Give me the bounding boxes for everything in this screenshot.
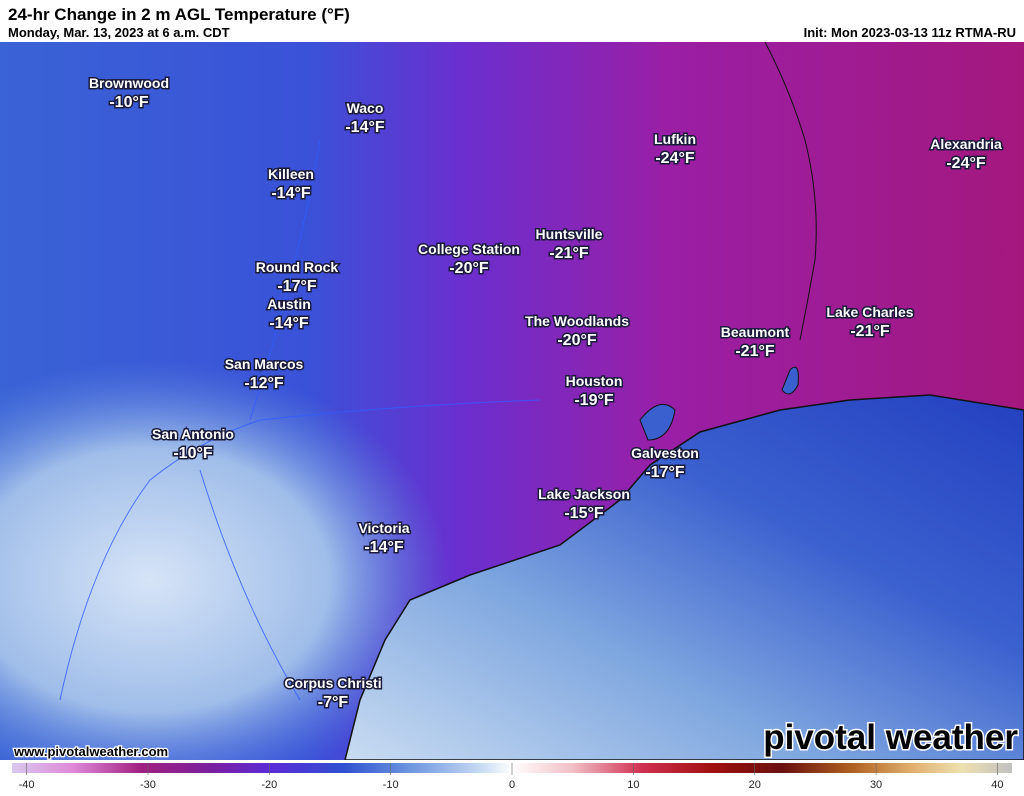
city-name: San Marcos — [225, 356, 304, 372]
city-value: -14°F — [364, 539, 404, 556]
city-value: -12°F — [244, 375, 284, 392]
colorbar-tick-label: 20 — [749, 779, 761, 791]
rivers — [59, 139, 541, 701]
city-value: -14°F — [345, 119, 385, 136]
city-value: -10°F — [173, 445, 213, 462]
city-value: -14°F — [271, 185, 311, 202]
logo: pivotal weather — [763, 718, 1018, 757]
city-value: -24°F — [655, 150, 695, 167]
header-bg — [0, 0, 1024, 42]
gulf — [344, 394, 1024, 761]
colorbar-tick-label: -20 — [261, 779, 277, 791]
colorbar-tick-label: 0 — [509, 779, 515, 791]
city-value: -14°F — [269, 315, 309, 332]
city-name: Galveston — [631, 445, 699, 461]
website: www.pivotalweather.com — [13, 744, 168, 759]
title: 24-hr Change in 2 m AGL Temperature (°F) — [8, 5, 350, 24]
city-value: -17°F — [277, 278, 317, 295]
city-name: College Station — [418, 241, 520, 257]
city-value: -17°F — [645, 464, 685, 481]
city-name: Beaumont — [721, 324, 790, 340]
city-value: -21°F — [735, 343, 775, 360]
city-value: -15°F — [564, 505, 604, 522]
colorbar-tick-label: -10 — [383, 779, 399, 791]
galveston-bay — [639, 403, 676, 441]
lake — [781, 366, 799, 395]
city-name: Huntsville — [536, 226, 603, 242]
city-name: Corpus Christi — [284, 675, 381, 691]
city-name: San Antonio — [152, 426, 234, 442]
city-name: Lufkin — [654, 131, 696, 147]
subtitle: Monday, Mar. 13, 2023 at 6 a.m. CDT — [8, 25, 230, 40]
city-name: Lake Charles — [826, 304, 913, 320]
city-value: -7°F — [318, 694, 349, 711]
city-value: -24°F — [946, 155, 986, 172]
init-time: Init: Mon 2023-03-13 11z RTMA-RU — [804, 25, 1016, 40]
city-value: -20°F — [557, 332, 597, 349]
city-name: Houston — [566, 373, 623, 389]
city-value: -20°F — [449, 260, 489, 277]
city-name: Waco — [347, 100, 384, 116]
city-value: -10°F — [109, 94, 149, 111]
colorbar-tick-label: 10 — [627, 779, 639, 791]
city-name: Killeen — [268, 166, 314, 182]
city-value: -21°F — [850, 323, 890, 340]
city-value: -21°F — [549, 245, 589, 262]
colorbar-tick-label: 40 — [991, 779, 1003, 791]
city-name: Alexandria — [930, 136, 1002, 152]
city-name: Round Rock — [256, 259, 339, 275]
colorbar: -40 -30 -20 -10 0 10 20 30 40 — [12, 763, 1012, 791]
colorbar-tick-label: -30 — [140, 779, 156, 791]
city-name: Austin — [267, 296, 311, 312]
colorbar-tick-label: 30 — [870, 779, 882, 791]
city-labels: Brownwood -10°F Waco -14°F Killeen -14°F Round… — [87, 74, 1003, 713]
city-value: -19°F — [574, 392, 614, 409]
pale-field — [0, 360, 450, 796]
colorbar-tick-label: -40 — [19, 779, 35, 791]
city-name: Victoria — [358, 520, 409, 536]
state-border — [764, 41, 817, 341]
city-name: The Woodlands — [525, 313, 629, 329]
city-name: Lake Jackson — [538, 486, 630, 502]
city-name: Brownwood — [89, 75, 169, 91]
